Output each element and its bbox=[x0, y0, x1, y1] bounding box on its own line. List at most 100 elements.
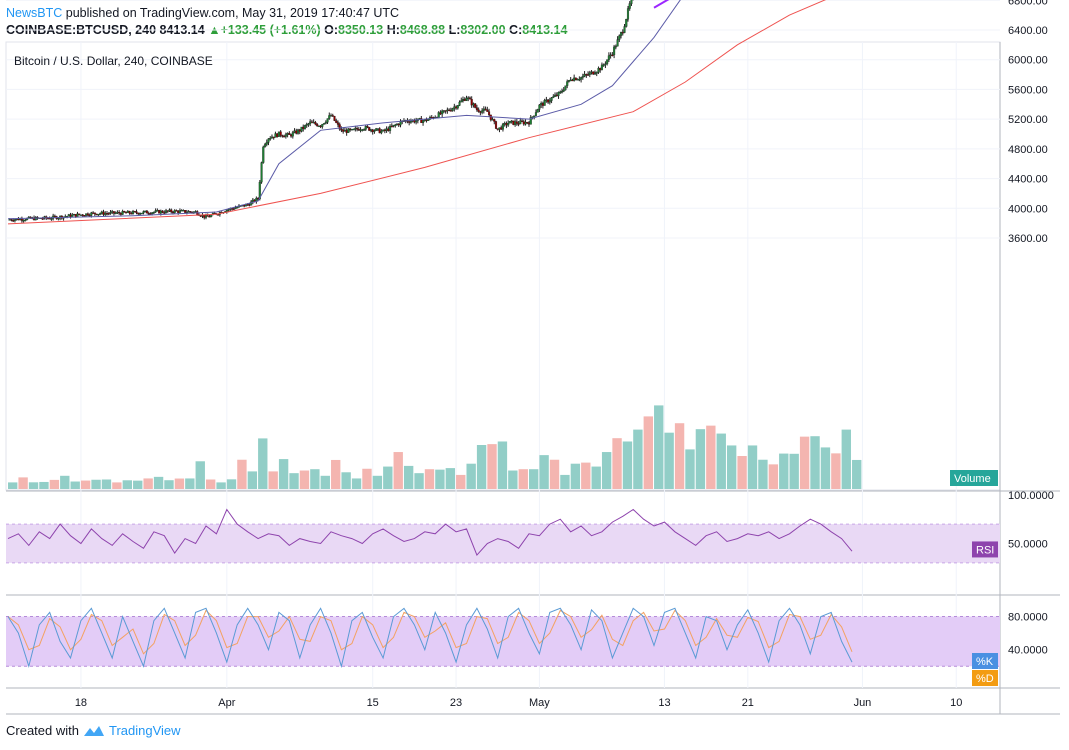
candle-body bbox=[317, 125, 320, 128]
candle-body bbox=[533, 115, 536, 117]
volume-bar bbox=[612, 438, 622, 489]
volume-bar bbox=[226, 479, 237, 489]
candle-body bbox=[521, 120, 524, 122]
price-tick-label: 5200.00 bbox=[1008, 114, 1048, 126]
candle-body bbox=[588, 72, 591, 75]
candle-body bbox=[307, 123, 310, 125]
candle-body bbox=[409, 120, 412, 123]
x-tick-label: May bbox=[529, 697, 550, 709]
candle-body bbox=[133, 211, 136, 213]
candle-body bbox=[76, 213, 79, 217]
candle-body bbox=[217, 214, 220, 216]
volume-bar bbox=[268, 471, 278, 489]
volume-bar bbox=[91, 479, 101, 489]
volume-bar bbox=[112, 482, 122, 489]
candle-body bbox=[475, 107, 478, 110]
volume-bar bbox=[320, 475, 330, 489]
candle-body bbox=[152, 211, 155, 214]
candle-body bbox=[460, 100, 463, 103]
candle-body bbox=[140, 212, 143, 215]
candle-body bbox=[119, 213, 122, 215]
candle-body bbox=[263, 144, 267, 148]
candle-body bbox=[53, 215, 56, 218]
candle-body bbox=[19, 218, 22, 221]
candle-body bbox=[441, 110, 444, 115]
candle-body bbox=[258, 181, 261, 200]
candle-body bbox=[69, 214, 72, 218]
candle-body bbox=[590, 71, 593, 73]
candle-body bbox=[566, 81, 569, 86]
candle-body bbox=[118, 212, 121, 214]
publish-line: NewsBTC published on TradingView.com, Ma… bbox=[6, 6, 399, 20]
candle-body bbox=[494, 121, 498, 129]
candle-body bbox=[324, 121, 327, 124]
candle-body bbox=[347, 128, 350, 133]
candle-body bbox=[12, 220, 15, 222]
candle-body bbox=[576, 79, 579, 81]
ma-slow-line bbox=[7, 0, 827, 225]
candle-body bbox=[138, 213, 142, 215]
candle-body bbox=[600, 64, 603, 71]
stoch-d-tag-bg bbox=[972, 670, 998, 686]
candle-body bbox=[159, 210, 162, 214]
candle-body bbox=[335, 120, 338, 123]
candle-body bbox=[444, 110, 447, 112]
candle-body bbox=[107, 213, 110, 215]
candle-body bbox=[137, 212, 140, 215]
candle-body bbox=[512, 120, 515, 125]
candle-body bbox=[111, 211, 114, 213]
stoch-k-tag-bg bbox=[972, 653, 998, 669]
volume-bar bbox=[601, 452, 612, 489]
candle-body bbox=[250, 201, 253, 206]
publisher-name[interactable]: NewsBTC bbox=[6, 6, 63, 20]
volume-bar bbox=[789, 453, 799, 489]
candle-body bbox=[567, 80, 570, 82]
tradingview-logo-icon bbox=[83, 725, 104, 736]
volume-bar bbox=[8, 482, 18, 489]
candle-body bbox=[199, 215, 202, 217]
candle-body bbox=[300, 126, 303, 132]
volume-bar bbox=[278, 459, 289, 489]
candle-body bbox=[116, 212, 119, 214]
candle-body bbox=[303, 125, 307, 129]
volume-bar bbox=[497, 441, 508, 489]
candle-body bbox=[352, 128, 355, 131]
price-tick-label: 3600.00 bbox=[1008, 233, 1048, 245]
candle-body bbox=[102, 211, 105, 215]
candle-body bbox=[78, 213, 81, 215]
candle-body bbox=[326, 118, 329, 123]
candle-body bbox=[465, 97, 468, 101]
rsi-tag: RSI bbox=[976, 544, 994, 556]
volume-bar bbox=[758, 459, 768, 489]
volume-bar bbox=[383, 466, 393, 489]
candle-body bbox=[439, 112, 442, 115]
candle-body bbox=[442, 110, 445, 112]
candle-body bbox=[100, 211, 103, 214]
candle-body bbox=[541, 103, 544, 106]
volume-bar bbox=[810, 436, 820, 489]
candle-body bbox=[503, 123, 506, 125]
volume-bar bbox=[185, 478, 195, 489]
candle-body bbox=[508, 121, 511, 124]
volume-bar bbox=[299, 470, 310, 489]
candle-body bbox=[514, 121, 517, 125]
chart-canvas[interactable]: 18Apr1523May1321Jun109200.008800.008400.… bbox=[0, 0, 1069, 720]
candle-body bbox=[593, 73, 597, 75]
volume-bar bbox=[799, 436, 810, 489]
volume-tag-bg bbox=[950, 470, 998, 486]
candle-body bbox=[382, 129, 385, 132]
candle-body bbox=[540, 103, 543, 106]
volume-bar bbox=[622, 441, 633, 489]
volume-bar bbox=[633, 429, 643, 489]
candle-body bbox=[559, 91, 562, 93]
candle-body bbox=[378, 128, 381, 134]
volume-bar bbox=[424, 469, 435, 489]
candle-body bbox=[526, 121, 529, 124]
candle-body bbox=[557, 92, 560, 96]
tradingview-link[interactable]: TradingView bbox=[108, 723, 181, 738]
x-tick-label: Jun bbox=[854, 697, 872, 709]
candle-body bbox=[626, 8, 630, 20]
price-tick-label: 6400.00 bbox=[1008, 25, 1048, 37]
candle-body bbox=[328, 115, 331, 119]
candle-body bbox=[194, 211, 197, 213]
